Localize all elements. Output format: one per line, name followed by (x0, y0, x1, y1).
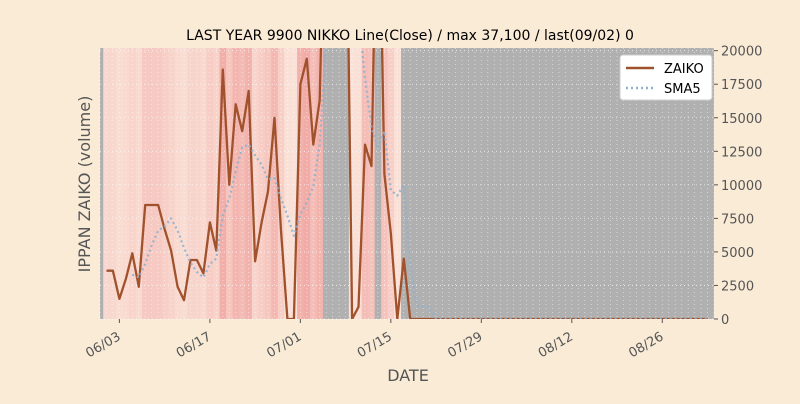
volume-band (148, 48, 156, 319)
volume-band (180, 48, 188, 319)
y-tick-label: 2500 (721, 279, 754, 294)
legend-label-zaiko: ZAIKO (664, 62, 704, 77)
volume-band (303, 48, 311, 319)
x-axis-label: DATE (387, 366, 429, 385)
volume-band (335, 48, 343, 319)
y-tick-label: 17500 (721, 78, 762, 93)
legend-label-sma5: SMA5 (664, 82, 701, 97)
volume-band (238, 48, 246, 319)
volume-band (322, 48, 330, 319)
volume-band (200, 48, 208, 319)
y-tick-label: 5000 (721, 246, 754, 261)
volume-band (342, 48, 350, 319)
volume-band (193, 48, 201, 319)
volume-band (329, 48, 337, 319)
volume-band (213, 48, 221, 319)
volume-band (355, 48, 363, 319)
volume-band (135, 48, 143, 319)
volume-band (122, 48, 130, 319)
volume-band (187, 48, 195, 319)
y-axis-label: IPPAN ZAIKO (volume) (75, 96, 94, 273)
volume-band (297, 48, 305, 319)
volume-band (142, 48, 149, 319)
legend: ZAIKO SMA5 (619, 54, 713, 101)
volume-band (348, 48, 356, 319)
volume-band (258, 48, 266, 319)
volume-band (109, 48, 117, 319)
volume-band (271, 48, 279, 319)
series-line-sma5 (131, 48, 708, 319)
volume-band (219, 48, 227, 319)
volume-band (251, 48, 259, 319)
volume-band (310, 48, 318, 319)
volume-band (368, 48, 376, 319)
y-tick-label: 12500 (721, 145, 762, 160)
chart-title: LAST YEAR 9900 NIKKO Line(Close) / max 3… (186, 28, 634, 44)
series-line-zaiko (106, 48, 708, 319)
series-lines (106, 48, 708, 319)
volume-band (129, 48, 137, 319)
volume-band (103, 48, 111, 319)
volume-band (277, 48, 285, 319)
volume-band (290, 48, 298, 319)
volume-band (245, 48, 253, 319)
volume-band (206, 48, 214, 319)
volume-band (361, 48, 369, 319)
volume-band (232, 48, 240, 319)
y-tick-label: 7500 (721, 212, 754, 227)
volume-band (167, 48, 175, 319)
volume-band (161, 48, 169, 319)
volume-band (374, 48, 382, 319)
volume-band (154, 48, 162, 319)
volume-band (116, 48, 124, 319)
y-tick-label: 0 (721, 313, 729, 328)
volume-band (284, 48, 292, 319)
y-tick-label: 10000 (721, 179, 762, 194)
volume-band (316, 48, 324, 319)
y-tick-label: 20000 (721, 45, 762, 60)
y-tick-label: 15000 (721, 112, 762, 127)
volume-band (394, 48, 402, 319)
volume-band (174, 48, 182, 319)
